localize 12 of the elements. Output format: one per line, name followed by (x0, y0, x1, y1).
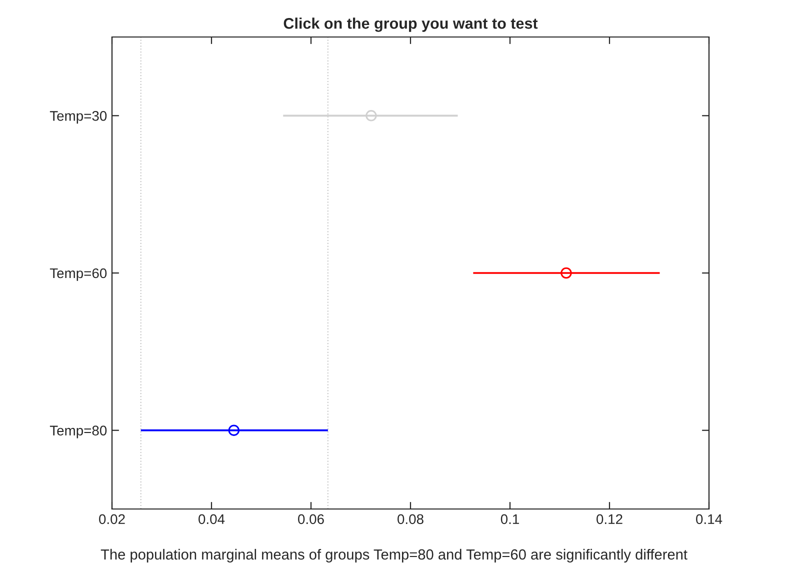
x-tick-label: 0.06 (298, 514, 324, 524)
y-tick-label: Temp=30 (50, 111, 107, 124)
x-tick-label: 0.04 (198, 514, 225, 524)
x-tick-label: 0.1 (500, 514, 519, 524)
y-tick-label: Temp=60 (50, 268, 107, 281)
x-tick-label: 0.08 (398, 514, 424, 524)
x-tick-label: 0.12 (596, 514, 622, 524)
y-tick-label: Temp=80 (50, 426, 107, 438)
chart-title: Click on the group you want to test (284, 18, 538, 32)
x-tick-label: 0.14 (696, 514, 722, 524)
x-axis-title: The population marginal means of groups Temp=80 and Temp=60 are significantly different (100, 548, 688, 563)
x-tick-label: 0.02 (99, 514, 125, 524)
